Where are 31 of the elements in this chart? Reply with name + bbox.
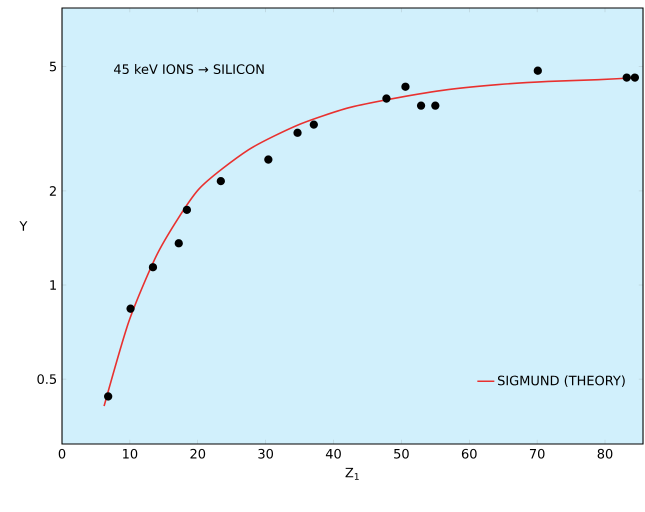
y-tick-label: 2 xyxy=(50,186,56,196)
x-tick-label: 70 xyxy=(530,448,544,459)
point xyxy=(182,206,192,214)
legend-label: SIGMUND (THEORY) xyxy=(498,375,625,387)
x-tick-label: 50 xyxy=(394,448,409,459)
y-axis-title: Y xyxy=(19,221,28,231)
point xyxy=(148,263,158,272)
y-tick-label: 0.5 xyxy=(37,374,56,384)
point xyxy=(431,101,440,110)
annotation: 45 keV IONS → SILICON xyxy=(114,64,264,74)
point xyxy=(126,304,135,313)
point xyxy=(104,392,112,401)
y-tick-label: 1 xyxy=(50,280,56,290)
point xyxy=(534,66,542,75)
x-tick-label: 80 xyxy=(598,448,612,459)
point xyxy=(264,155,272,164)
y-tick-label: 5 xyxy=(50,62,56,72)
point xyxy=(401,82,410,91)
x-tick-label: 60 xyxy=(462,448,477,459)
x-axis-title: Z$_{1}$ xyxy=(346,468,359,480)
point xyxy=(382,94,391,103)
point xyxy=(310,120,318,129)
x-tick-label: 40 xyxy=(326,448,341,459)
point xyxy=(174,239,183,248)
point xyxy=(216,176,225,186)
point xyxy=(416,101,426,110)
x-tick-label: 30 xyxy=(258,448,274,459)
x-tick-label: 0 xyxy=(58,448,66,459)
point xyxy=(293,128,302,137)
x-tick-label: 20 xyxy=(190,448,206,459)
x-tick-label: 10 xyxy=(123,448,138,459)
